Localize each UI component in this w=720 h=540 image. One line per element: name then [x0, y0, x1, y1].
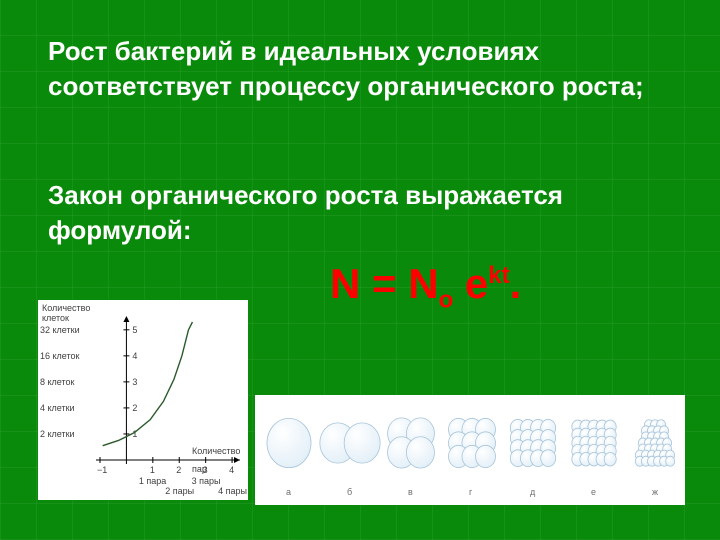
svg-text:3 пары: 3 пары: [192, 476, 221, 486]
svg-text:8 клеток: 8 клеток: [40, 377, 75, 387]
svg-text:клеток: клеток: [42, 313, 69, 323]
svg-text:32 клетки: 32 клетки: [40, 325, 80, 335]
growth-chart: КоличествоклетокКоличествопар−112341 пар…: [38, 300, 248, 500]
svg-text:3: 3: [203, 465, 208, 475]
formula-space: [453, 260, 465, 307]
svg-text:4 пары: 4 пары: [218, 486, 247, 496]
formula-e-base: e: [465, 260, 488, 307]
cell-division-diagram: а б в г д е ж: [255, 395, 685, 505]
formula-n0-base: N: [408, 260, 438, 307]
svg-text:16 клеток: 16 клеток: [40, 351, 80, 361]
svg-text:е: е: [591, 487, 596, 497]
svg-text:Количество: Количество: [42, 303, 90, 313]
svg-text:1: 1: [150, 465, 155, 475]
svg-text:2 пары: 2 пары: [165, 486, 194, 496]
svg-text:г: г: [469, 487, 473, 497]
slide-root: Рост бактерий в идеальных условиях соотв…: [0, 0, 720, 540]
formula-n0-sub: о: [439, 286, 454, 313]
svg-text:2: 2: [132, 403, 137, 413]
svg-text:ж: ж: [652, 487, 658, 497]
formula-lhs: N: [330, 260, 360, 307]
svg-text:3: 3: [132, 377, 137, 387]
svg-text:5: 5: [132, 325, 137, 335]
svg-text:д: д: [530, 487, 536, 497]
svg-text:4: 4: [132, 351, 137, 361]
svg-text:4 клетки: 4 клетки: [40, 403, 75, 413]
svg-text:б: б: [347, 487, 352, 497]
formula: N = Nо ekt.: [330, 260, 521, 314]
svg-text:а: а: [286, 487, 291, 497]
svg-text:2 клетки: 2 клетки: [40, 429, 75, 439]
formula-dot: .: [510, 260, 522, 307]
formula-e-sup: kt: [488, 262, 509, 289]
svg-text:2: 2: [176, 465, 181, 475]
paragraph-1: Рост бактерий в идеальных условиях соотв…: [48, 34, 680, 104]
svg-text:−1: −1: [97, 465, 107, 475]
paragraph-2: Закон органического роста выражается фор…: [48, 178, 680, 248]
svg-text:1 пара: 1 пара: [139, 476, 166, 486]
svg-text:Количество: Количество: [192, 446, 240, 456]
formula-eq: =: [360, 260, 408, 307]
svg-text:в: в: [408, 487, 413, 497]
svg-text:4: 4: [229, 465, 234, 475]
